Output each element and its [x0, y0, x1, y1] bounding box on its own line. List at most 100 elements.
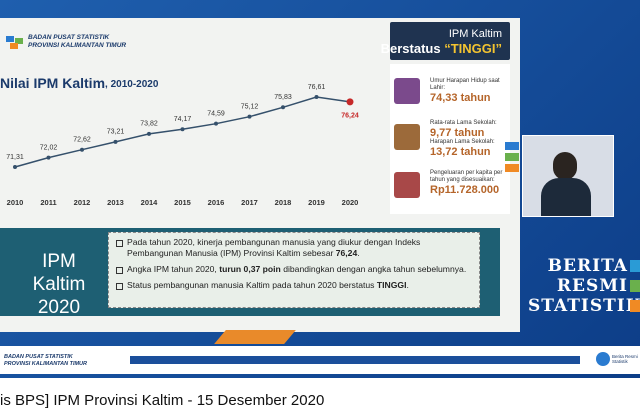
- brand-word: STATISTIK: [528, 296, 640, 316]
- chart-title-main: Nilai IPM Kaltim: [0, 75, 105, 91]
- point: [46, 155, 51, 160]
- value-label: 76,24: [341, 113, 359, 120]
- bullet-text: .: [357, 248, 360, 258]
- value-label: 74,17: [174, 116, 192, 123]
- value-label: 75,83: [274, 94, 292, 101]
- point: [346, 98, 354, 106]
- x-tick-label: 2014: [141, 198, 159, 207]
- indicator-label: Harapan Lama Sekolah:: [430, 139, 495, 145]
- bullet-text: Pada tahun 2020, kinerja pembangunan man…: [127, 237, 421, 258]
- money-icon: [394, 172, 420, 198]
- accent: [505, 153, 519, 161]
- value-label: 71,31: [6, 154, 24, 161]
- point: [314, 95, 319, 99]
- bullet-emphasis: TINGGI: [376, 280, 407, 290]
- summary-heading: IPM Kaltim 2020: [14, 250, 104, 319]
- bullet-text: Status pembangunan manusia Kaltim pada t…: [127, 280, 377, 290]
- status-title: IPM Kaltim: [448, 28, 502, 40]
- bps-logo: [6, 36, 24, 50]
- accent: [630, 300, 640, 312]
- point: [147, 131, 151, 136]
- status-line: Berstatus “TINGGI”: [381, 41, 502, 56]
- brand-word: RESMI: [556, 276, 628, 296]
- x-tick-label: 2016: [208, 198, 225, 207]
- value-label: 73,82: [140, 121, 158, 128]
- point: [281, 105, 285, 110]
- brs-brand: BERITA RESMI STATISTIK: [528, 256, 640, 316]
- x-tick-label: 2011: [40, 198, 56, 207]
- indicator-value: Rp11.728.000: [430, 184, 500, 196]
- indicator: Umur Harapan Hidup saat Lahir: 74,33 tah…: [430, 78, 508, 104]
- indicator-label: Rata-rata Lama Sekolah:: [430, 120, 497, 126]
- line: [14, 96, 351, 168]
- brand-word: BERITA: [547, 256, 628, 276]
- value-label: 75,12: [241, 104, 259, 111]
- bullet-text: Angka IPM tahun 2020,: [127, 264, 220, 274]
- point: [214, 121, 218, 126]
- status-banner: IPM Kaltim Berstatus “TINGGI”: [381, 22, 510, 60]
- line-chart: Nilai IPM Kaltim, 2010-2020 71,31 2010 72,…: [0, 75, 359, 207]
- value-label: 76,61: [308, 84, 326, 91]
- life-icon: [394, 78, 420, 104]
- point: [80, 147, 84, 152]
- footer-org-name: BADAN PUSAT STATISTIK: [4, 354, 73, 360]
- value-label: 74,59: [207, 111, 225, 118]
- org-region: PROVINSI KALIMANTAN TIMUR: [28, 42, 127, 49]
- value-label: 72,62: [73, 137, 91, 144]
- footer-org-region: PROVINSI KALIMANTAN TIMUR: [4, 361, 88, 367]
- point: [13, 165, 17, 169]
- slide-accent: [214, 330, 296, 344]
- x-tick-label: 2010: [7, 198, 24, 207]
- x-tick-label: 2019: [308, 198, 325, 207]
- bullet: Angka IPM tahun 2020, turun 0,37 poin di…: [115, 264, 475, 275]
- bullet: Pada tahun 2020, kinerja pembangunan man…: [115, 237, 475, 259]
- school-icon: [394, 124, 420, 150]
- chart-subtitle: , 2010-2020: [105, 79, 159, 90]
- indicator-label: Pengeluaran per kapita per tahun yang di…: [430, 170, 503, 183]
- summary-title: IPM Kaltim: [32, 251, 86, 295]
- footer-bar: BADAN PUSAT STATISTIK PROVINSI KALIMANTA…: [0, 346, 640, 374]
- bps-header: BADAN PUSAT STATISTIK PROVINSI KALIMANTA…: [28, 34, 126, 50]
- status-value: “TINGGI”: [444, 41, 502, 56]
- accent: [505, 142, 519, 150]
- bullet: Status pembangunan manusia Kaltim pada t…: [115, 280, 475, 291]
- org-name: BADAN PUSAT STATISTIK: [28, 34, 110, 41]
- point: [247, 114, 252, 119]
- summary-bullets: Pada tahun 2020, kinerja pembangunan man…: [108, 232, 480, 308]
- indicator-value: 13,72 tahun: [430, 146, 491, 158]
- indicator: Pengeluaran per kapita per tahun yang di…: [430, 170, 508, 196]
- x-tick-label: 2020: [342, 198, 359, 207]
- x-tick-label: 2015: [174, 198, 191, 207]
- summary-year: 2020: [37, 297, 81, 318]
- chart-title: Nilai IPM Kaltim, 2010-2020: [0, 75, 159, 91]
- footer-org: BADAN PUSAT STATISTIK PROVINSI KALIMANTA…: [4, 354, 87, 368]
- indicator-label: Umur Harapan Hidup saat Lahir:: [430, 78, 500, 91]
- indicator: Rata-rata Lama Sekolah: 9,77 tahun Harap…: [430, 120, 508, 158]
- value-label: 72,02: [40, 144, 58, 151]
- accent: [505, 164, 519, 172]
- x-tick-label: 2013: [107, 198, 124, 207]
- indicator-value: 74,33 tahun: [430, 92, 491, 104]
- x-tick-label: 2012: [74, 198, 91, 207]
- indicator-panel: Umur Harapan Hidup saat Lahir: 74,33 tah…: [390, 64, 510, 214]
- accent: [630, 280, 640, 292]
- video-title: is BPS] IPM Provinsi Kaltim - 15 Desembe…: [0, 392, 325, 409]
- webcam: [522, 135, 614, 217]
- point: [180, 127, 185, 132]
- value-label: 73,21: [107, 129, 125, 136]
- accent: [630, 260, 640, 272]
- x-tick-label: 2017: [241, 198, 258, 207]
- indicator-value: 9,77 tahun: [430, 127, 485, 139]
- bullet-text: .: [406, 280, 409, 290]
- bullet-emphasis: turun 0,37 poin: [219, 264, 281, 274]
- point: [113, 139, 118, 144]
- bullet-emphasis: 76,24: [335, 248, 358, 258]
- x-tick-label: 2018: [275, 198, 292, 207]
- summary-box: IPM Kaltim 2020 Pada tahun 2020, kinerja…: [0, 228, 500, 319]
- footer-brand: Berita Resmi Statistik: [612, 354, 638, 364]
- bullet-text: dibandingkan dengan angka tahun sebelumn…: [280, 264, 467, 274]
- brs-logo: [596, 352, 610, 366]
- status-prefix: Berstatus: [380, 41, 441, 56]
- title-bar: is BPS] IPM Provinsi Kaltim - 15 Desembe…: [0, 378, 640, 416]
